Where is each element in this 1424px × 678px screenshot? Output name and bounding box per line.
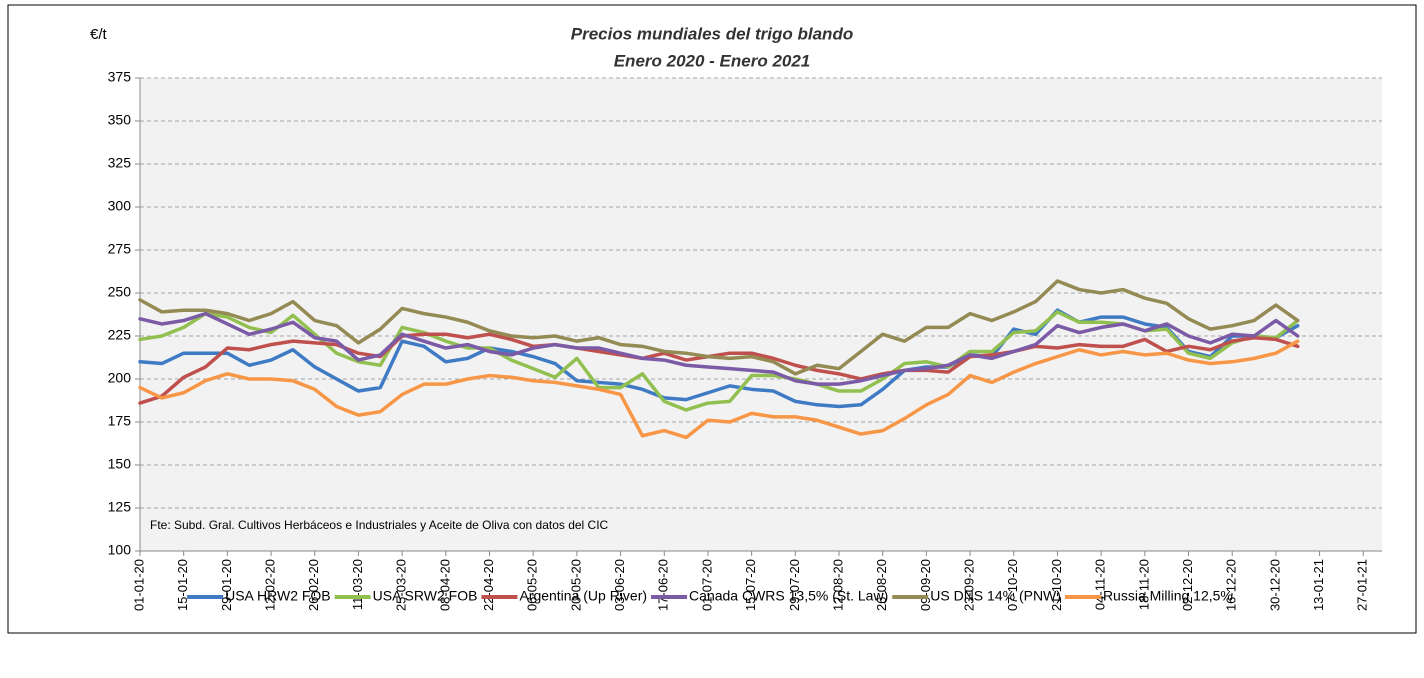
x-tick-label: 30-12-20 — [1267, 559, 1282, 611]
x-tick-label: 08-04-20 — [437, 559, 452, 611]
series-line — [138, 339, 1300, 440]
legend-label: Canada CWRS 13,5% (St. Law) — [689, 588, 888, 604]
x-tick-label: 07-10-20 — [1005, 559, 1020, 611]
x-tick-label: 17-06-20 — [656, 559, 671, 611]
x-tick-label: 22-04-20 — [481, 559, 496, 611]
series-line — [138, 332, 1300, 405]
chart-title: Precios mundiales del trigo blando — [571, 24, 853, 43]
x-tick-label: 25-03-20 — [394, 559, 409, 611]
legend-label: US DNS 14% (PNW) — [930, 588, 1061, 604]
x-tick-label: 21-10-20 — [1049, 559, 1064, 611]
x-tick-label: 12-02-20 — [263, 559, 278, 611]
y-tick-label: 375 — [108, 69, 132, 85]
legend-label: Argentina (Up River) — [519, 588, 647, 604]
x-tick-label: 11-03-20 — [350, 559, 365, 610]
x-tick-label: 26-08-20 — [874, 559, 889, 611]
x-tick-label: 02-12-20 — [1180, 559, 1195, 611]
y-tick-label: 300 — [108, 198, 132, 214]
chart-subtitle: Enero 2020 - Enero 2021 — [614, 51, 811, 70]
annotation: Fte: Subd. Gral. Cultivos Herbáceos e In… — [150, 518, 609, 532]
y-axis-label: €/t — [90, 26, 108, 43]
x-tick-label: 29-07-20 — [787, 559, 802, 611]
legend-label: USA SRW2 FOB — [373, 588, 478, 604]
x-tick-label: 12-08-20 — [830, 559, 845, 611]
x-tick-label: 20-05-20 — [568, 559, 583, 611]
x-tick-label: 18-11-20 — [1136, 559, 1151, 610]
x-tick-label: 16-12-20 — [1224, 559, 1239, 611]
y-tick-label: 350 — [108, 112, 132, 128]
x-tick-label: 15-07-20 — [743, 559, 758, 611]
y-tick-label: 225 — [108, 327, 132, 343]
x-tick-label: 01-07-20 — [699, 559, 714, 611]
x-tick-label: 03-06-20 — [612, 559, 627, 611]
y-tick-label: 325 — [108, 155, 132, 171]
x-tick-label: 06-05-20 — [525, 559, 540, 611]
x-tick-label: 15-01-20 — [175, 559, 190, 611]
y-tick-label: 250 — [108, 284, 132, 300]
series-line — [138, 311, 1300, 386]
legend-label: Russia Milling 12,5% — [1103, 588, 1233, 604]
x-tick-label: 23-09-20 — [962, 559, 977, 611]
legend-label: USA HRW2 FOB — [225, 588, 331, 604]
series-line — [138, 310, 1300, 412]
y-tick-label: 100 — [108, 542, 132, 558]
x-tick-label: 26-02-20 — [306, 559, 321, 611]
legend: USA HRW2 FOB USA SRW2 FOB Argentina (Up Ri… — [187, 588, 1233, 604]
y-tick-label: 150 — [108, 456, 132, 472]
series-line — [138, 279, 1300, 376]
y-tick-label: 175 — [108, 413, 132, 429]
x-tick-label: 13-01-21 — [1311, 559, 1326, 611]
x-tick-label: 01-01-20 — [131, 559, 146, 611]
x-tick-label: 27-01-21 — [1355, 559, 1370, 611]
y-tick-label: 125 — [108, 499, 132, 515]
y-tick-label: 275 — [108, 241, 132, 257]
plot-area — [140, 78, 1382, 551]
y-tick-label: 200 — [108, 370, 132, 386]
series-line — [138, 308, 1300, 409]
